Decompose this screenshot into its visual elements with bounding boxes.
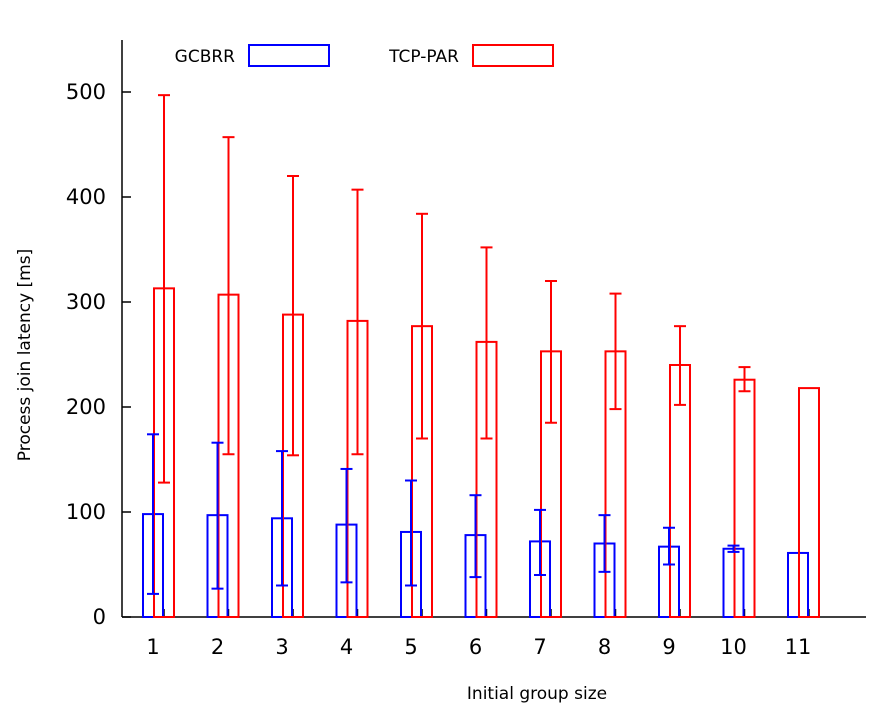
bars (142, 287, 820, 619)
x-tick-label: 7 (533, 635, 546, 659)
legend-label-gcbrr: GCBRR (175, 47, 236, 67)
y-axis-label: Process join latency [ms] (15, 249, 35, 461)
y-tick-label: 100 (66, 500, 106, 524)
legend: GCBRR TCP-PAR (175, 44, 554, 67)
x-tick-label: 2 (211, 635, 224, 659)
y-tick-label: 200 (66, 395, 106, 419)
error-bars (147, 94, 751, 595)
legend-swatch-gcbrr (248, 44, 330, 67)
x-tick-label: 1 (146, 635, 159, 659)
x-ticks: 1 2 3 4 5 6 7 8 9 10 11 (146, 609, 811, 659)
y-tick-label: 400 (66, 185, 106, 209)
y-ticks: 0 100 200 300 400 500 (66, 80, 131, 629)
x-tick-label: 8 (598, 635, 611, 659)
x-tick-label: 9 (662, 635, 675, 659)
x-axis-label: Initial group size (467, 684, 607, 704)
x-tick-label: 5 (404, 635, 417, 659)
bar-tcp-par (798, 387, 820, 618)
x-tick-label: 11 (785, 635, 812, 659)
legend-entry-tcp-par: TCP-PAR (388, 44, 554, 67)
x-tick-label: 3 (275, 635, 288, 659)
x-tick-label: 6 (469, 635, 482, 659)
x-tick-label: 10 (720, 635, 747, 659)
legend-entry-gcbrr: GCBRR (175, 44, 330, 67)
y-tick-label: 0 (93, 605, 106, 629)
x-tick-label: 4 (340, 635, 353, 659)
y-tick-label: 300 (66, 290, 106, 314)
legend-swatch-tcp-par (472, 44, 554, 67)
y-axis: 0 100 200 300 400 500 (66, 40, 131, 629)
x-axis: 1 2 3 4 5 6 7 8 9 10 11 (122, 609, 866, 659)
legend-label-tcp-par: TCP-PAR (388, 47, 459, 67)
y-tick-label: 500 (66, 80, 106, 104)
